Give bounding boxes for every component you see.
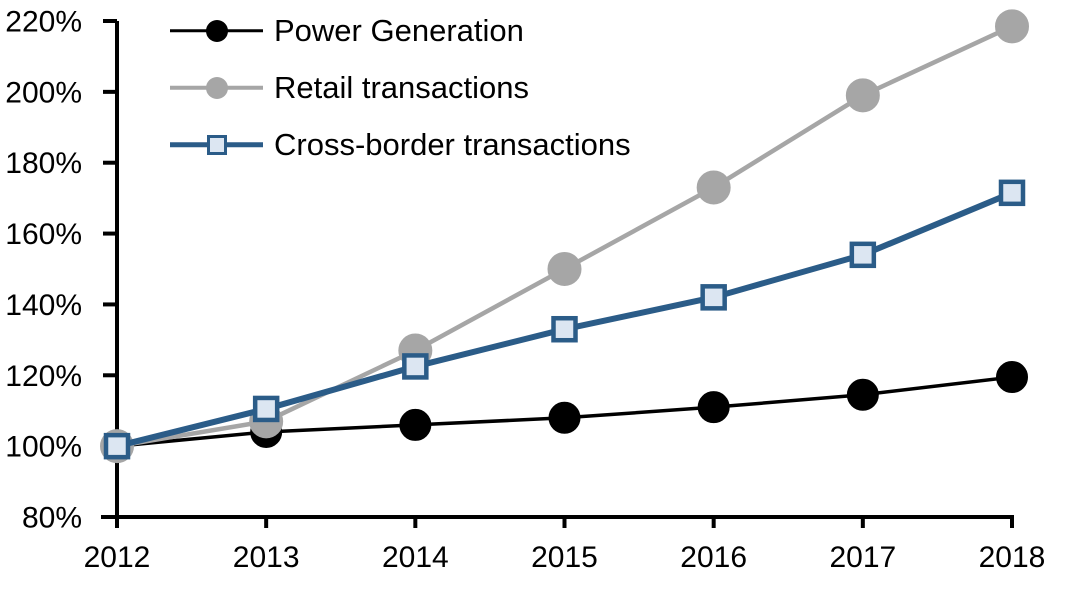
cross-border-transactions-marker-2016	[700, 284, 727, 311]
legend-label-cross-border-transactions: Cross-border transactions	[274, 127, 631, 162]
y-tick-label: 80%	[22, 502, 82, 535]
x-tick-label: 2012	[84, 541, 151, 574]
x-tick-label: 2016	[680, 541, 747, 574]
retail-transactions-marker-2016	[696, 170, 731, 205]
y-tick-label: 160%	[5, 218, 82, 251]
axis-labels: 220% 200% 180% 160% 140% 120% 100% 80%2012 2013 2…	[5, 6, 1045, 575]
series-power-generation	[101, 361, 1028, 463]
chart-legend: Power Generation Retail transactions Cro…	[170, 2, 631, 173]
retail-transactions-marker-icon	[205, 76, 228, 99]
retail-transactions-sample	[170, 73, 263, 103]
x-tick-label: 2014	[382, 541, 449, 574]
legend-item-retail-transactions: Retail transactions	[170, 59, 631, 116]
y-tick-label: 200%	[5, 76, 82, 109]
x-tick-label: 2015	[531, 541, 598, 574]
cross-border-transactions-marker-2013	[252, 395, 280, 423]
cross-border-transactions-marker-2014	[402, 353, 429, 380]
legend-label-power-generation: Power Generation	[274, 13, 524, 48]
x-tick-label: 2017	[829, 541, 896, 574]
y-tick-label: 140%	[5, 289, 82, 322]
axes	[101, 19, 1014, 528]
power-generation-marker-2017	[846, 378, 879, 411]
power-generation-marker-2015	[548, 401, 581, 434]
cross-border-transactions-sample	[170, 130, 263, 160]
retail-transactions-marker-2018	[995, 9, 1029, 44]
y-tick-label: 100%	[5, 431, 82, 464]
retail-transactions-marker-2015	[547, 252, 582, 286]
y-tick-label: 220%	[5, 6, 82, 39]
legend-item-power-generation: Power Generation	[170, 2, 631, 59]
y-tick-label: 180%	[5, 147, 82, 180]
x-tick-label: 2013	[233, 541, 300, 574]
legend-label-retail-transactions: Retail transactions	[274, 70, 530, 105]
cross-border-transactions-marker-2012	[103, 432, 131, 460]
series-cross-border-transactions	[103, 179, 1026, 460]
power-generation-marker-icon	[205, 19, 228, 42]
power-generation-marker-2018	[996, 361, 1028, 394]
retail-transactions-marker-2017	[845, 78, 880, 113]
cross-border-transactions-marker-2018	[998, 179, 1026, 207]
cross-border-transactions-marker-2017	[849, 241, 877, 269]
power-generation-marker-2016	[697, 391, 730, 424]
x-tick-label: 2018	[979, 541, 1046, 574]
cross-border-transactions-marker-2015	[551, 315, 578, 343]
y-tick-label: 120%	[5, 360, 82, 393]
cross-border-transactions-marker-icon	[206, 134, 227, 155]
power-generation-sample	[170, 16, 263, 46]
power-generation-marker-2014	[399, 408, 432, 441]
legend-item-cross-border-transactions: Cross-border transactions	[170, 116, 631, 173]
